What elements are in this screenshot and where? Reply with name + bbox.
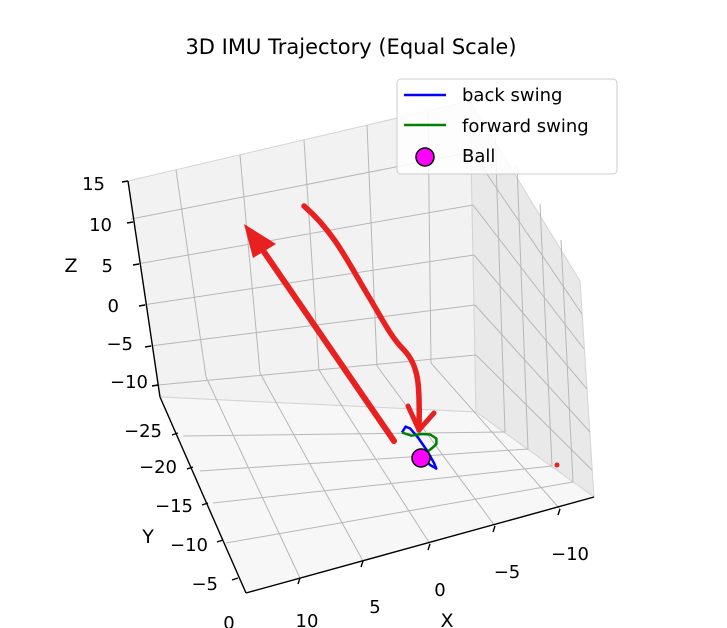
y-tick-label: 0 [223, 613, 234, 628]
z-tick-label: 15 [82, 174, 105, 195]
forward-swing-arrow-shaft [301, 203, 423, 433]
y-tick-label: −20 [139, 457, 177, 478]
z-tick-label: 0 [108, 296, 119, 317]
x-axis-line [245, 496, 595, 594]
y-tick-labels: 0 −5 −10 −15 −20 −25 [124, 421, 235, 628]
x-axis-label: X [440, 610, 453, 628]
legend-label-back-swing: back swing [462, 85, 562, 106]
chart-title: 3D IMU Trajectory (Equal Scale) [185, 35, 516, 59]
y-tick-label: −15 [155, 496, 193, 517]
grid-lines [130, 110, 593, 579]
legend-box [396, 78, 618, 175]
forward-swing-arrow-head [405, 403, 437, 433]
annotation-layer [244, 203, 560, 468]
legend: back swing forward swing Ball [396, 78, 618, 175]
x-tick-label: 0 [434, 580, 445, 601]
z-tick-label: −10 [110, 372, 148, 393]
y-tick-label: −25 [124, 421, 162, 442]
y-axis-label: Y [141, 526, 154, 548]
legend-label-ball: Ball [462, 146, 495, 167]
axis-lines [127, 180, 595, 594]
x-tick-labels: 10 5 0 −5 −10 [296, 544, 589, 628]
y-tick-label: −10 [170, 535, 208, 556]
back-swing-arrow-head [244, 224, 276, 258]
red-dot-marker [554, 462, 560, 468]
series-layer [400, 425, 438, 470]
z-axis-line [127, 180, 161, 398]
legend-swatch-ball [415, 147, 435, 167]
x-tick-label: 5 [369, 597, 380, 618]
z-tick-label: 5 [102, 256, 113, 277]
tick-marks [121, 180, 561, 585]
z-tick-label: 10 [89, 215, 112, 236]
z-tick-labels: 15 10 5 0 −5 −10 [82, 174, 148, 393]
x-tick-label: −10 [551, 544, 589, 565]
back-swing-arrow-shaft [259, 246, 397, 444]
x-tick-label: 10 [296, 611, 319, 628]
axes-panes [127, 99, 596, 594]
z-tick-label: −5 [106, 334, 133, 355]
x-tick-label: −5 [494, 562, 521, 583]
y-axis-line [159, 396, 247, 594]
legend-label-forward-swing: forward swing [462, 116, 589, 137]
ball-marker [411, 448, 431, 468]
y-tick-label: −5 [191, 574, 218, 595]
z-axis-label: Z [64, 255, 77, 277]
forward-swing-line [401, 431, 438, 459]
